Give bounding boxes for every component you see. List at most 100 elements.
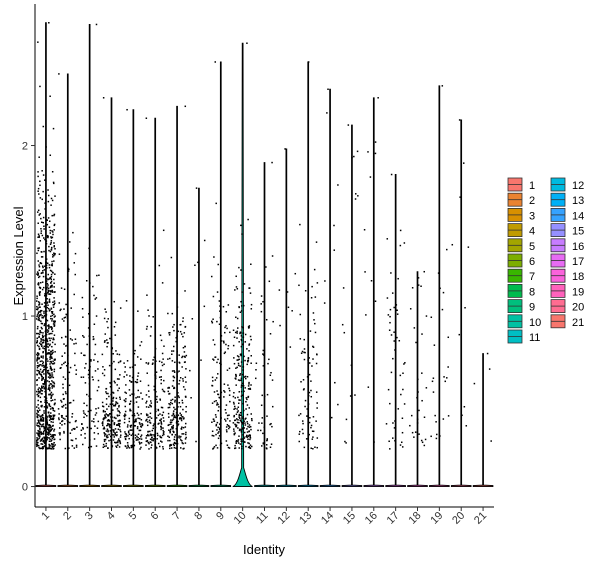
data-point-3 (93, 432, 96, 434)
data-point-7 (178, 383, 180, 385)
data-point-1 (52, 415, 55, 418)
data-point-10 (237, 439, 240, 441)
data-point-2 (67, 448, 69, 450)
data-point-6 (148, 315, 150, 317)
data-point-18 (417, 378, 419, 381)
data-point-1 (41, 375, 43, 378)
data-point-6 (145, 440, 148, 443)
data-point-1 (54, 444, 56, 446)
data-point-1 (46, 369, 49, 372)
data-point-1 (38, 214, 41, 216)
data-point-9 (228, 387, 230, 390)
x-tick-label: 6 (149, 510, 162, 523)
data-point-1 (36, 341, 38, 343)
data-point-4 (110, 441, 113, 444)
data-point-1 (41, 386, 43, 388)
data-point-4 (103, 428, 106, 430)
data-point-5 (130, 380, 133, 383)
data-point-1 (43, 237, 45, 239)
data-point-7 (182, 426, 185, 429)
data-point-1 (42, 423, 45, 425)
data-point-1 (41, 416, 44, 419)
data-point-4 (110, 432, 113, 435)
data-point-9 (225, 412, 227, 414)
data-point-1 (38, 315, 41, 317)
data-point-5 (137, 389, 139, 392)
data-point-5 (131, 414, 134, 417)
data-point-9 (215, 202, 217, 205)
data-point-4 (104, 414, 106, 416)
data-point-4 (105, 430, 108, 432)
data-point-7 (176, 371, 179, 373)
data-point-4 (112, 396, 115, 399)
data-point-1 (41, 342, 44, 344)
data-point-3 (91, 376, 94, 378)
data-point-5 (128, 389, 131, 391)
data-point-4 (105, 392, 108, 395)
data-point-17 (404, 361, 406, 364)
data-point-2 (75, 444, 78, 447)
data-point-7 (172, 350, 175, 352)
data-point-1 (37, 414, 40, 416)
data-point-5 (140, 419, 143, 421)
data-point-5 (125, 392, 128, 394)
data-point-1 (36, 414, 39, 416)
data-point-3 (93, 438, 96, 440)
data-point-1 (43, 373, 45, 375)
data-point-6 (154, 408, 157, 410)
data-point-7 (185, 433, 187, 436)
data-point-4 (107, 422, 109, 425)
data-point-17 (400, 393, 402, 396)
data-point-1 (46, 292, 49, 294)
data-point-9 (222, 305, 225, 308)
data-point-3 (96, 389, 99, 392)
data-point-18 (413, 436, 415, 438)
data-point-10 (245, 445, 247, 448)
data-point-1 (37, 274, 39, 276)
data-point-10 (245, 400, 247, 403)
data-point-5 (124, 405, 127, 408)
data-point-5 (140, 426, 143, 428)
data-point-4 (105, 442, 108, 445)
data-point-1 (51, 170, 54, 173)
data-point-1 (46, 340, 49, 343)
data-point-2 (75, 446, 78, 448)
data-point-10 (239, 374, 241, 377)
data-point-20 (467, 246, 470, 248)
data-point-1 (42, 378, 44, 380)
data-point-6 (145, 413, 148, 415)
data-point-6 (145, 117, 148, 119)
data-point-15 (356, 150, 359, 153)
data-point-4 (109, 337, 111, 340)
data-point-5 (123, 415, 126, 418)
data-point-5 (124, 431, 126, 433)
data-point-3 (82, 335, 84, 337)
data-point-1 (46, 366, 48, 369)
data-point-10 (241, 394, 244, 397)
legend-label-18: 18 (572, 271, 584, 283)
data-point-7 (168, 332, 170, 334)
data-point-10 (244, 333, 247, 336)
data-point-1 (41, 360, 43, 362)
data-point-13 (299, 413, 302, 415)
data-point-2 (58, 253, 61, 255)
data-point-6 (153, 434, 155, 436)
data-point-7 (171, 402, 174, 405)
data-point-9 (223, 383, 226, 385)
data-point-2 (74, 273, 77, 276)
data-point-1 (47, 194, 50, 197)
data-point-1 (52, 418, 54, 421)
data-point-9 (213, 256, 215, 258)
data-point-13 (314, 322, 316, 325)
data-point-7 (180, 417, 183, 420)
data-point-4 (113, 422, 116, 424)
data-point-4 (104, 417, 106, 419)
data-point-1 (52, 363, 55, 365)
data-point-4 (115, 446, 118, 448)
data-point-1 (36, 360, 38, 362)
data-point-2 (60, 401, 63, 403)
data-point-1 (49, 250, 52, 253)
data-point-10 (232, 329, 235, 331)
data-point-1 (49, 326, 52, 328)
data-point-1 (36, 384, 38, 386)
